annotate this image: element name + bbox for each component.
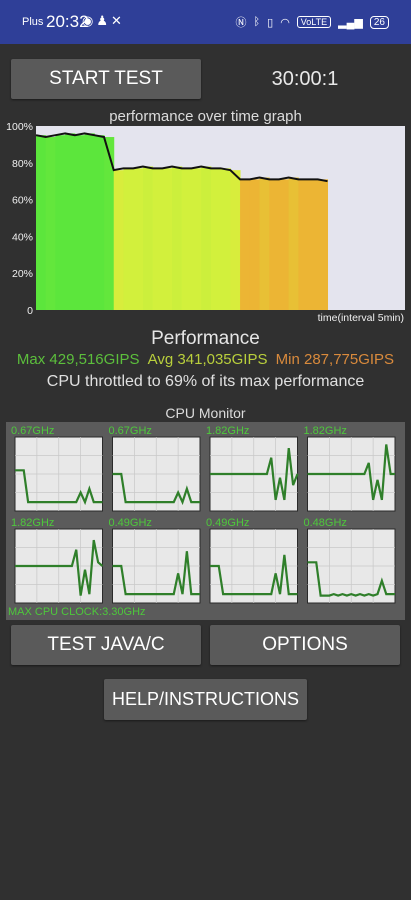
signal-icon: ▂▄▆ — [338, 16, 363, 29]
performance-heading: Performance — [151, 328, 260, 349]
y-axis-ticks: 100% 80% 60% 40% 20% 0 — [6, 121, 33, 317]
performance-line — [35, 132, 328, 183]
core-frequency-label: 0.67GHz — [11, 425, 54, 437]
performance-bar — [36, 135, 47, 310]
performance-bar — [133, 168, 144, 310]
cpu-monitor-title: CPU Monitor — [165, 405, 246, 421]
performance-bar — [288, 177, 299, 310]
y-tick-label: 80% — [12, 158, 33, 170]
performance-bar — [259, 177, 270, 310]
performance-bar — [55, 135, 66, 310]
cpu-core-graph: 1.82GHz — [304, 425, 396, 512]
core-frequency-label: 0.48GHz — [304, 517, 347, 529]
performance-graph: 100% 80% 60% 40% 20% 0 time(interval 5min) — [6, 121, 405, 324]
performance-bar — [123, 168, 134, 310]
y-tick-label: 20% — [12, 268, 33, 280]
status-icons: Ⓝ ᛒ ▯ ◠ VoLTE ▂▄▆ 26 — [236, 14, 389, 30]
core-frequency-line — [112, 551, 200, 596]
cpu-core-graph: 0.48GHz — [304, 517, 396, 604]
performance-stats: Max 429,516GIPS Avg 341,035GIPS Min 287,… — [0, 351, 411, 368]
core-frequency-label: 1.82GHz — [304, 425, 347, 437]
performance-bar — [104, 137, 115, 310]
performance-bar — [278, 179, 290, 310]
cpu-monitor-panel: 0.67GHz 0.67GHz 1.82GHz 1.82GHz 1.82GHz 0.49G… — [6, 422, 405, 620]
avg-performance: Avg 341,035GIPS — [147, 351, 268, 368]
cpu-core-graph: 0.49GHz — [109, 517, 201, 604]
wifi-icon: ◠ — [280, 16, 290, 29]
performance-bar — [201, 166, 212, 310]
y-tick-label: 60% — [12, 195, 33, 207]
performance-bar — [94, 135, 105, 310]
core-frequency-line — [210, 554, 298, 596]
performance-bar — [142, 166, 154, 310]
core-frequency-line — [307, 444, 395, 501]
performance-bar — [84, 133, 95, 310]
notification-icons: ◉♟✕ — [82, 13, 125, 29]
vibrate-icon: ▯ — [267, 16, 274, 29]
core-frequency-line — [112, 472, 200, 506]
performance-bar — [191, 168, 202, 310]
performance-bar — [65, 133, 76, 310]
nfc-icon: Ⓝ — [235, 17, 247, 29]
max-performance: Max 429,516GIPS — [16, 351, 140, 368]
battery-icon: 26 — [369, 15, 389, 29]
performance-bar — [152, 168, 163, 310]
core-frequency-label: 0.67GHz — [109, 425, 152, 437]
performance-bar — [181, 168, 192, 310]
cpu-core-graph: 1.82GHz — [11, 517, 104, 604]
clock: 20:32 — [46, 12, 89, 31]
performance-bar — [269, 179, 280, 310]
performance-bar — [240, 179, 251, 310]
cpu-core-graph: 0.49GHz — [206, 517, 298, 604]
core-frequency-line — [307, 561, 395, 597]
performance-bars — [36, 133, 329, 310]
test-java-c-button[interactable]: TEST JAVA/C — [11, 625, 201, 665]
performance-bar — [298, 179, 309, 310]
bluetooth-icon: ᛒ — [253, 16, 261, 28]
test-timer: 30:00:1 — [271, 68, 339, 90]
performance-bar — [210, 168, 222, 310]
performance-bar — [230, 170, 241, 310]
cpu-core-graph: 0.67GHz — [109, 425, 201, 512]
options-button[interactable]: OPTIONS — [210, 625, 400, 665]
max-cpu-clock: MAX CPU CLOCK:3.30GHz — [8, 606, 146, 618]
messenger-icon: ◉ — [82, 13, 97, 28]
y-tick-label: 100% — [6, 121, 33, 133]
core-frequency-line — [15, 539, 104, 596]
core-frequency-label: 1.82GHz — [206, 425, 249, 437]
throttle-status: CPU throttled to 69% of its max performa… — [46, 373, 365, 390]
performance-bar — [113, 170, 124, 310]
performance-bar — [308, 179, 319, 310]
min-performance: Min 287,775GIPS — [275, 351, 395, 368]
y-tick-label: 40% — [12, 231, 33, 243]
core-frequency-label: 0.49GHz — [206, 517, 249, 529]
carrier-label: Plus — [22, 16, 44, 28]
core-frequency-line — [15, 469, 103, 506]
cpu-core-graphs: 0.67GHz 0.67GHz 1.82GHz 1.82GHz 1.82GHz 0.49G… — [11, 425, 396, 604]
y-tick-label: 0 — [27, 305, 33, 317]
core-frequency-line — [210, 447, 299, 501]
performance-bar — [162, 168, 173, 310]
core-frequency-label: 1.82GHz — [11, 517, 54, 529]
x-icon: ✕ — [111, 13, 125, 28]
volte-badge: VoLTE — [296, 16, 332, 28]
cpu-core-graph: 0.67GHz — [11, 425, 103, 512]
performance-bar — [249, 179, 260, 310]
snapchat-icon: ♟ — [96, 13, 111, 28]
cpu-core-graph: 1.82GHz — [206, 425, 299, 512]
performance-bar — [74, 135, 86, 310]
graph-title: performance over time graph — [109, 108, 302, 125]
performance-bar — [172, 166, 183, 310]
core-frequency-label: 0.49GHz — [109, 517, 152, 529]
start-test-button[interactable]: START TEST — [11, 59, 201, 99]
performance-bar — [220, 168, 231, 310]
x-axis-label: time(interval 5min) — [318, 312, 404, 324]
help-instructions-button[interactable]: HELP/INSTRUCTIONS — [104, 679, 307, 720]
performance-bar — [45, 137, 56, 310]
status-bar: Plus 20:32 ◉♟✕ Ⓝ ᛒ ▯ ◠ VoLTE ▂▄▆ 26 — [0, 0, 411, 44]
performance-bar — [317, 179, 329, 310]
